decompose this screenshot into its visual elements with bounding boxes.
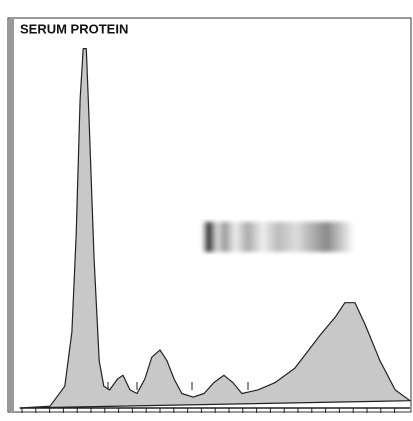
chart: SERUM PROTEIN: [0, 0, 413, 421]
gel-strip: [202, 222, 354, 252]
page: {"chart_data": {"type": "area", "title":…: [0, 0, 413, 421]
chart-title: SERUM PROTEIN: [20, 21, 128, 36]
side-bar: [9, 19, 14, 411]
